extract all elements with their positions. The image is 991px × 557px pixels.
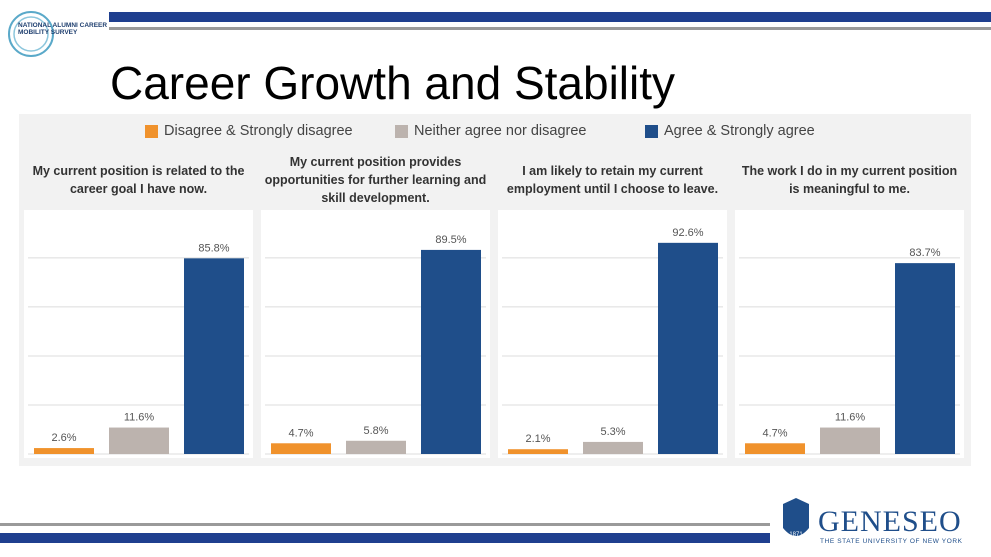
value-label: 11.6% xyxy=(835,412,866,424)
legend-label: Neither agree nor disagree xyxy=(414,123,587,139)
chart-title: My current position provides opportuniti… xyxy=(264,155,487,205)
slide-title: Career Growth and Stability xyxy=(110,57,676,109)
legend: Disagree & Strongly disagree Neither agre… xyxy=(0,122,991,142)
chart-title: I am likely to retain my current employm… xyxy=(506,164,719,196)
bar xyxy=(583,441,643,454)
chart-title: My current position is related to the ca… xyxy=(32,164,245,196)
survey-logo xyxy=(8,11,54,57)
value-label: 83.7% xyxy=(909,247,940,259)
bar xyxy=(34,448,94,454)
bar xyxy=(820,427,880,454)
value-label: 4.7% xyxy=(288,427,313,439)
bar xyxy=(658,242,718,454)
legend-swatch xyxy=(145,125,158,138)
bottom-line xyxy=(0,523,770,526)
geneseo-crest: 1871 xyxy=(783,498,809,538)
value-label: 11.6% xyxy=(124,412,155,424)
top-line xyxy=(109,27,991,30)
value-label: 2.1% xyxy=(525,433,550,445)
survey-logo-text: NATIONAL ALUMNI CAREER MOBILITY SURVEY xyxy=(18,22,108,36)
legend-swatch xyxy=(645,125,658,138)
bar xyxy=(895,263,955,454)
legend-swatch xyxy=(395,125,408,138)
bar xyxy=(745,443,805,454)
bottom-bar xyxy=(0,533,770,543)
value-label: 85.8% xyxy=(198,242,229,254)
bar xyxy=(346,440,406,454)
geneseo-name: GENESEO xyxy=(818,505,962,538)
bar xyxy=(109,427,169,454)
value-label: 4.7% xyxy=(762,427,787,439)
top-bar xyxy=(109,12,991,22)
legend-label: Agree & Strongly agree xyxy=(664,123,815,139)
value-label: 5.8% xyxy=(363,425,388,437)
bar xyxy=(271,443,331,454)
value-label: 5.3% xyxy=(600,426,625,438)
geneseo-subtitle: THE STATE UNIVERSITY OF NEW YORK xyxy=(820,538,963,545)
value-label: 92.6% xyxy=(672,227,703,239)
value-label: 2.6% xyxy=(51,432,76,444)
bar xyxy=(184,258,244,454)
bar xyxy=(421,249,481,454)
bar xyxy=(508,449,568,454)
legend-label: Disagree & Strongly disagree xyxy=(164,123,353,139)
value-label: 89.5% xyxy=(435,234,466,246)
crest-year: 1871 xyxy=(789,532,803,538)
chart-title: The work I do in my current position is … xyxy=(741,164,958,196)
